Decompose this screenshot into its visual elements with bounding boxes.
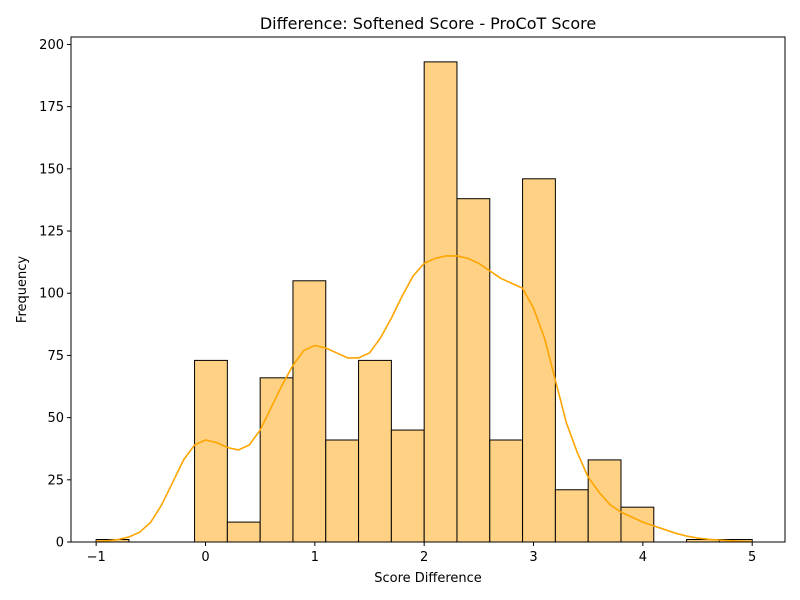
x-tick-label: 1 [311, 550, 319, 565]
histogram-bar [423, 61, 458, 543]
x-axis-title: Score Difference [374, 571, 482, 586]
histogram-bar [358, 359, 392, 543]
kde-line [96, 255, 753, 543]
x-tick-label: 3 [529, 550, 537, 565]
x-tick-label: 2 [420, 550, 428, 565]
histogram-bar [194, 359, 228, 543]
plot-area [95, 61, 753, 543]
y-tick-label: 100 [39, 287, 64, 302]
axes-frame [70, 36, 786, 543]
kde-curve-group [96, 255, 753, 543]
x-tick-label: 0 [201, 550, 209, 565]
x-tick-label: 5 [748, 550, 756, 565]
chart-title: Difference: Softened Score - ProCoT Scor… [260, 14, 596, 33]
y-tick-label: 200 [39, 38, 64, 53]
y-tick-label: 25 [47, 473, 64, 488]
y-axis-title: Frequency [15, 256, 30, 323]
y-tick-label: 0 [56, 536, 64, 551]
histogram-bar [489, 439, 524, 543]
y-tick-label: 75 [47, 349, 64, 364]
histogram-bar [456, 198, 491, 543]
histogram-bar [390, 429, 425, 543]
x-tick-label: 4 [639, 550, 647, 565]
y-tick-label: 125 [39, 225, 64, 240]
histogram-bar [554, 489, 589, 543]
histogram-bar [226, 521, 261, 543]
y-tick-label: 150 [39, 162, 64, 177]
histogram-bar [587, 459, 622, 543]
y-axis-ticks: 0 25 50 75 100 125 150 175 200 [39, 38, 71, 551]
y-tick-label: 50 [47, 411, 64, 426]
y-tick-label: 175 [39, 100, 64, 115]
histogram-bar [325, 439, 360, 543]
x-axis-ticks: −1 0 1 2 3 4 5 [87, 542, 756, 565]
x-tick-label: −1 [87, 550, 106, 565]
histogram-bar [292, 280, 327, 543]
histogram-bar [259, 377, 294, 543]
